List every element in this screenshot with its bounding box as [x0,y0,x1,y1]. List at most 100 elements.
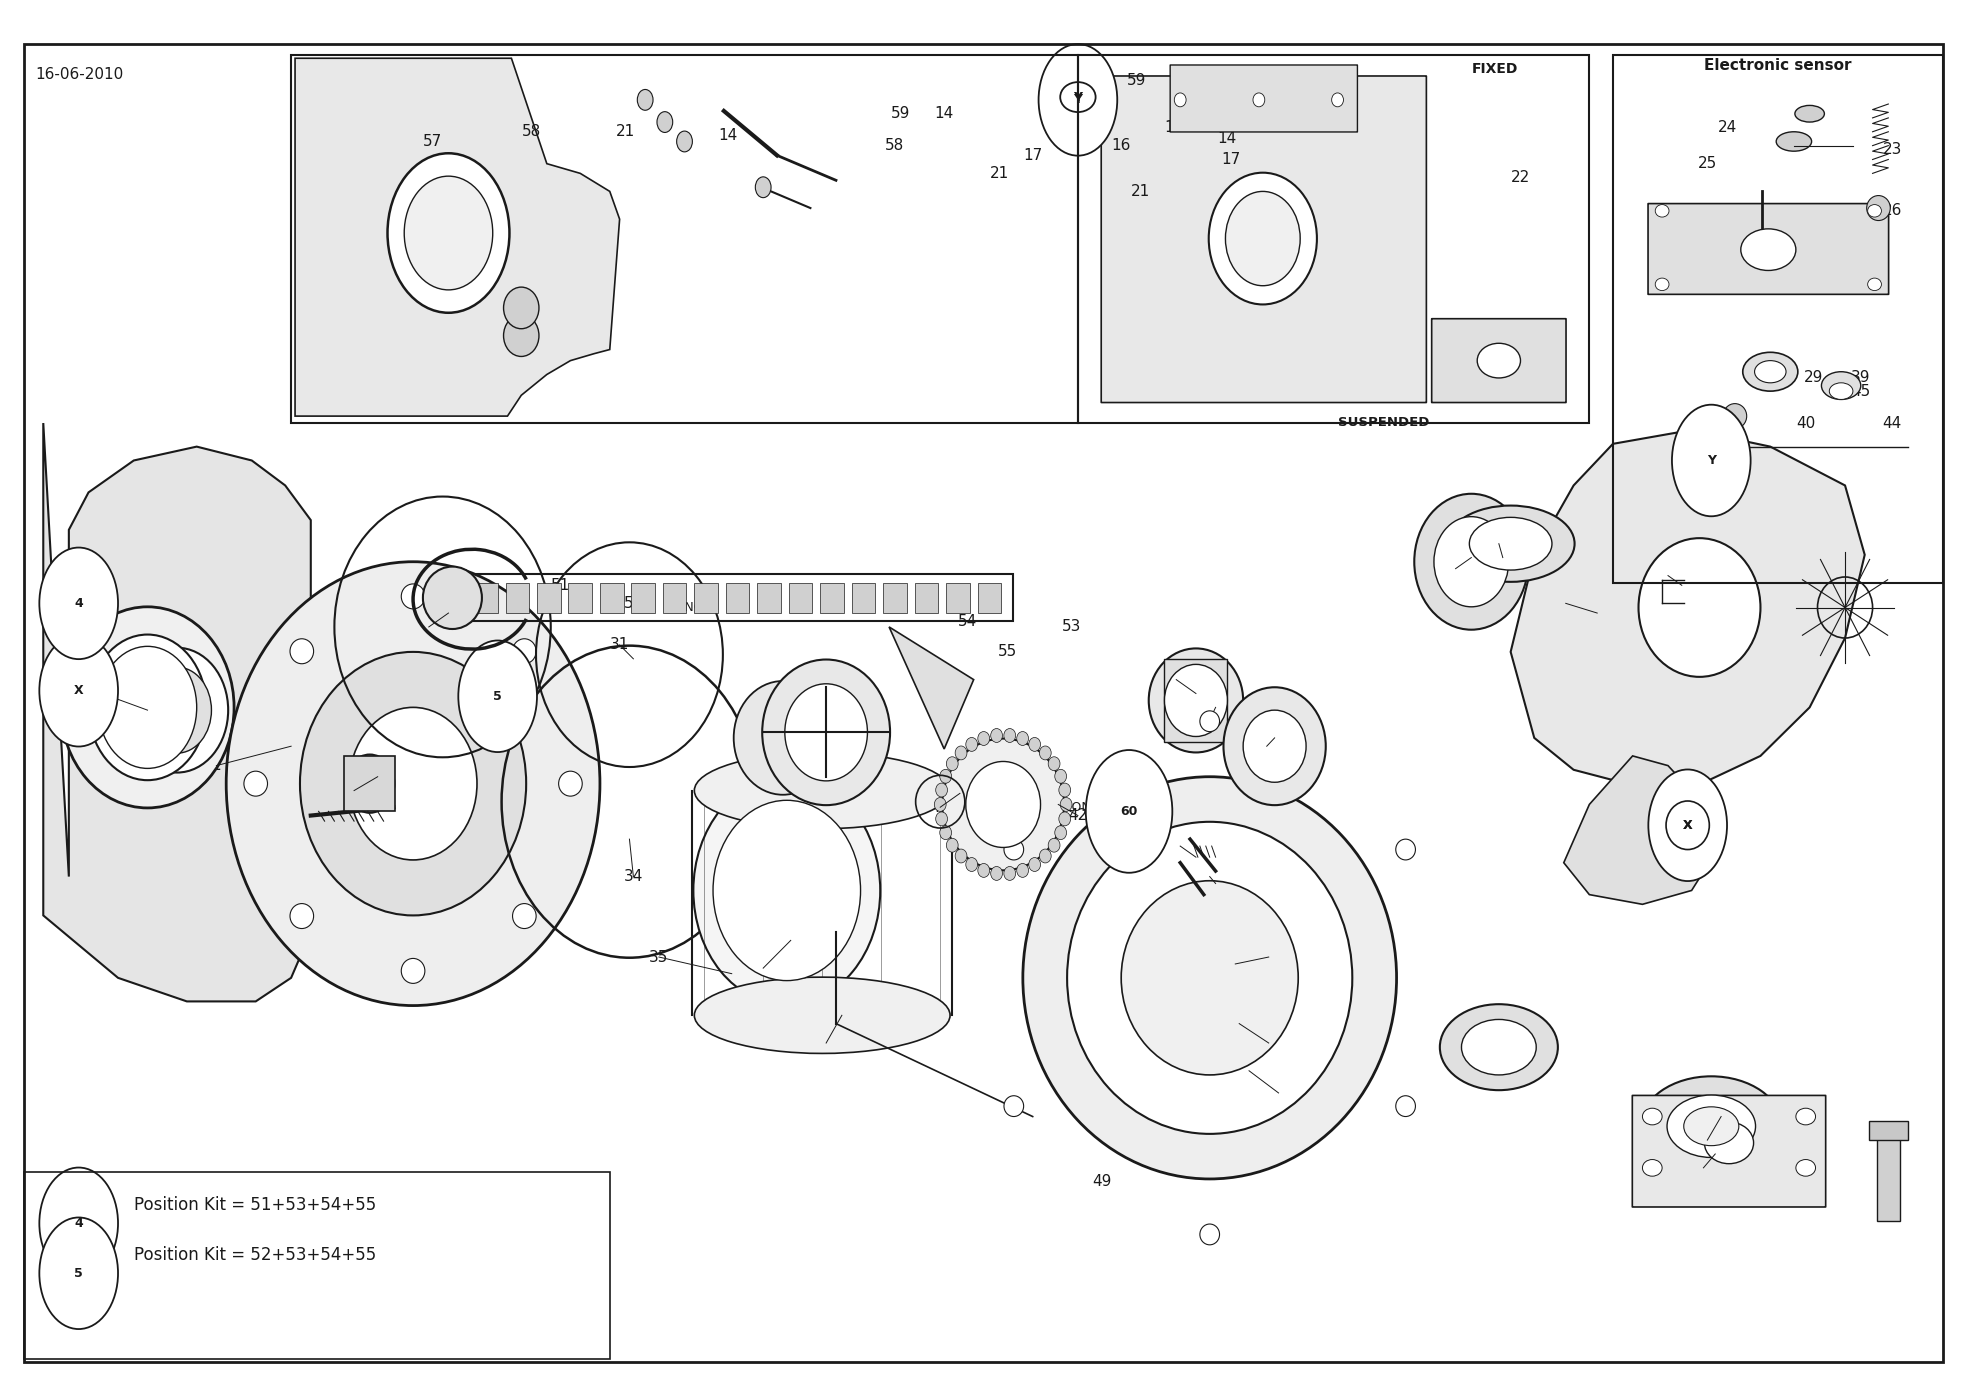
Text: 23: 23 [1882,143,1902,157]
Bar [883,583,907,613]
Text: 37: 37 [816,1036,836,1050]
Ellipse shape [1029,857,1041,871]
Ellipse shape [1058,811,1070,825]
Ellipse shape [1003,839,1023,860]
Ellipse shape [755,176,771,197]
Text: 14: 14 [934,107,954,121]
Ellipse shape [504,315,539,356]
Ellipse shape [1642,1108,1662,1125]
Ellipse shape [1243,710,1306,782]
Text: 21: 21 [616,125,635,139]
Ellipse shape [401,958,425,983]
Ellipse shape [677,132,692,151]
Text: X: X [1684,818,1692,832]
Ellipse shape [1058,784,1070,798]
Text: 29: 29 [1804,370,1823,384]
Text: 11: 11 [1170,839,1190,853]
Ellipse shape [89,634,207,779]
Ellipse shape [1829,383,1853,399]
Ellipse shape [504,287,539,329]
Text: 9: 9 [1678,578,1686,592]
Text: 58: 58 [885,139,905,153]
Ellipse shape [1796,105,1825,122]
Bar [915,583,938,613]
Bar [1869,1121,1908,1140]
FancyBboxPatch shape [1170,65,1357,132]
Text: Position Kit = 51+53+54+55: Position Kit = 51+53+54+55 [134,1196,376,1214]
Ellipse shape [1200,710,1220,732]
Ellipse shape [1054,825,1066,839]
Text: 51: 51 [551,578,570,592]
Text: 15: 15 [1698,1133,1717,1147]
Ellipse shape [289,639,313,664]
Ellipse shape [991,728,1003,742]
Ellipse shape [1048,838,1060,852]
Ellipse shape [1446,505,1576,583]
FancyBboxPatch shape [1102,76,1426,402]
Text: 21: 21 [989,166,1009,180]
Ellipse shape [1397,839,1416,860]
Text: 10: 10 [1672,603,1692,617]
Ellipse shape [1867,204,1880,216]
Bar [1164,659,1227,742]
Text: 30: 30 [138,703,157,717]
Text: 52: 52 [624,596,643,610]
Ellipse shape [991,867,1003,881]
Ellipse shape [1039,849,1050,863]
Text: X: X [75,684,83,698]
Ellipse shape [61,608,234,807]
Ellipse shape [39,1218,118,1329]
Text: 54: 54 [958,614,978,628]
Ellipse shape [657,112,673,132]
Text: 22: 22 [1511,171,1530,184]
Text: 1: 1 [212,759,220,773]
Text: 60: 60 [1121,804,1137,818]
Text: 6: 6 [1166,673,1174,687]
Text: 20: 20 [1694,1161,1713,1175]
Ellipse shape [1086,750,1172,872]
Ellipse shape [226,562,600,1006]
Text: 14: 14 [1218,132,1237,146]
Text: 4: 4 [75,596,83,610]
Ellipse shape [1672,405,1751,516]
Text: 20: 20 [1475,373,1495,387]
Text: 27: 27 [1721,212,1741,226]
Text: 35: 35 [649,950,669,964]
Ellipse shape [1003,728,1015,742]
Ellipse shape [966,738,978,752]
Bar [1078,55,1589,423]
Ellipse shape [39,635,118,746]
Polygon shape [1564,756,1715,904]
Text: 19: 19 [1456,351,1475,365]
Bar [291,55,1078,423]
Ellipse shape [1684,1107,1739,1146]
Polygon shape [889,627,974,749]
Ellipse shape [405,176,492,290]
Ellipse shape [694,777,881,1004]
Text: 31: 31 [419,620,439,634]
Ellipse shape [966,761,1041,847]
Polygon shape [43,423,311,1001]
Ellipse shape [1656,204,1668,216]
Text: 59: 59 [1127,74,1147,87]
Text: 31: 31 [610,638,629,652]
Text: 8: 8 [1255,731,1263,745]
Polygon shape [1511,430,1865,788]
Bar [1877,1137,1900,1221]
Ellipse shape [1666,800,1709,849]
Bar [24,1172,610,1359]
Ellipse shape [1068,821,1353,1135]
Text: 24: 24 [1717,121,1737,135]
Ellipse shape [39,1168,118,1279]
Ellipse shape [126,648,228,773]
Text: 53: 53 [773,735,793,749]
Text: 26: 26 [1882,204,1902,218]
Ellipse shape [1821,372,1861,399]
Text: 43: 43 [1102,825,1121,839]
Text: Y: Y [1074,93,1082,107]
Text: LONG: LONG [669,601,704,614]
Ellipse shape [936,811,948,825]
Text: 5: 5 [494,694,502,707]
Text: Left: Left [1684,578,1709,592]
Ellipse shape [934,798,946,811]
